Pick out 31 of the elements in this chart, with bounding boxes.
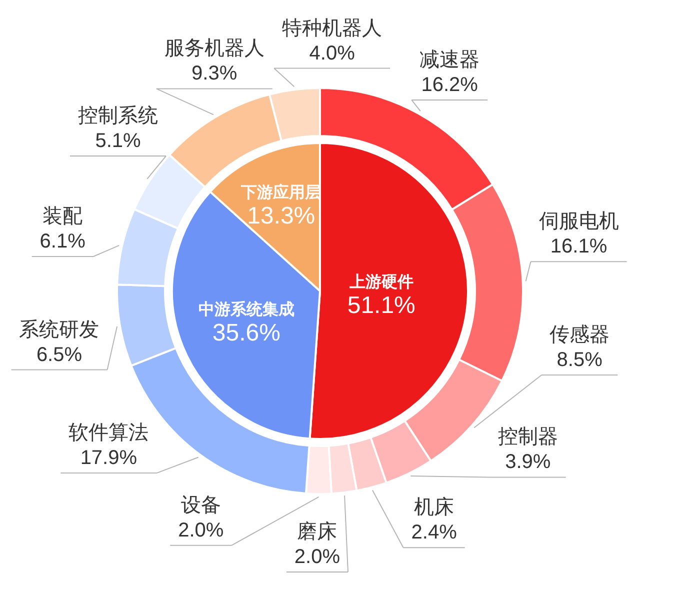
label: 设备: [180, 494, 221, 516]
label: 系统研发: [19, 318, 100, 341]
value-label: 2.0%: [294, 546, 340, 568]
value-label: 3.9%: [505, 451, 551, 474]
label: 减速器: [420, 48, 480, 71]
label: 中游系统集成: [198, 302, 294, 319]
value-label: 35.6%: [212, 320, 280, 347]
value-label: 16.2%: [421, 74, 478, 96]
label: 软件算法: [68, 422, 149, 444]
value-label: 17.9%: [80, 447, 138, 470]
label: 上游硬件: [349, 274, 414, 292]
value-label: 51.1%: [347, 292, 416, 320]
value-label: 8.5%: [556, 348, 602, 371]
value-label: 2.4%: [411, 522, 457, 544]
label: 装配: [42, 205, 83, 228]
value-label: 6.5%: [36, 344, 82, 366]
value-label: 6.1%: [40, 230, 86, 252]
value-label: 2.0%: [178, 519, 224, 542]
label: 控制系统: [78, 105, 158, 127]
label: 服务机器人: [164, 38, 264, 60]
value-label: 4.0%: [309, 42, 355, 64]
label: 机床: [414, 496, 454, 519]
label: 磨床: [297, 520, 338, 543]
value-label: 5.1%: [95, 130, 141, 152]
value-label: 16.1%: [550, 236, 608, 258]
value-label: 13.3%: [247, 202, 316, 230]
label: 特种机器人: [282, 17, 382, 40]
value-label: 9.3%: [192, 62, 238, 85]
label: 伺服电机: [538, 210, 619, 233]
label: 控制器: [498, 426, 558, 448]
label: 传感器: [550, 324, 610, 346]
